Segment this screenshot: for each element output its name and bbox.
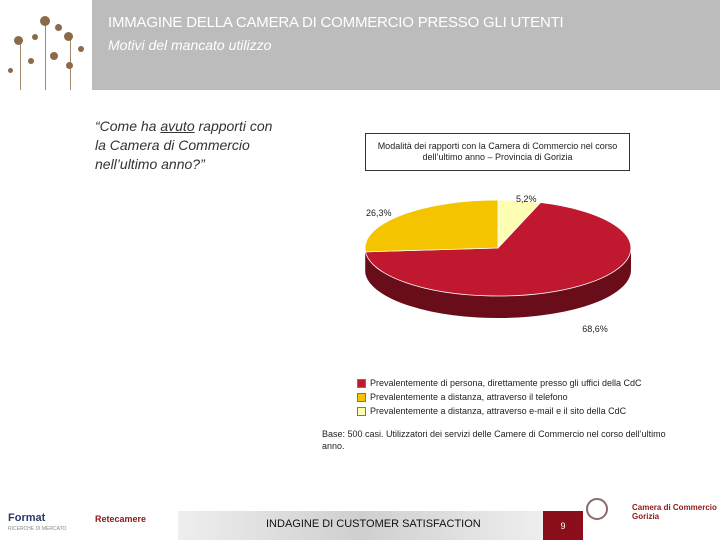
format-logo-subtext: RICERCHE DI MERCATO <box>8 526 67 532</box>
chart-legend: Prevalentemente di persona, direttamente… <box>357 376 641 418</box>
header-decoration <box>0 0 92 90</box>
base-note: Base: 500 casi. Utilizzatori dei servizi… <box>322 429 666 452</box>
pie-slice-0 <box>364 202 632 297</box>
survey-question: “Come ha avuto rapporti con la Camera di… <box>95 117 275 174</box>
retecamere-logo: Retecamere <box>95 514 147 524</box>
footer-title: INDAGINE DI CUSTOMER SATISFACTION <box>266 518 481 530</box>
pie-side-0 <box>365 248 631 318</box>
footer-bar <box>178 511 543 540</box>
pie-slice-1 <box>364 199 499 253</box>
pie-chart: 68,6% 26,3% 5,2% <box>364 194 632 334</box>
legend-label-2: Prevalentemente a distanza, attraverso e… <box>370 406 627 416</box>
legend-swatch-0 <box>357 378 366 388</box>
question-underlined-word: avuto <box>160 118 195 134</box>
legend-item-0: Prevalentemente di persona, direttamente… <box>357 376 641 390</box>
legend-swatch-1 <box>357 392 366 402</box>
legend-label-0: Prevalentemente di persona, direttamente… <box>370 378 642 388</box>
cdc-gorizia-logo: Camera di Commercio Gorizia <box>632 503 717 521</box>
page-number: 9 <box>543 511 583 540</box>
pie-label-0: 68,6% <box>582 324 608 334</box>
pie-label-2: 5,2% <box>516 194 537 204</box>
legend-item-1: Prevalentemente a distanza, attraverso i… <box>357 390 641 404</box>
legend-label-1: Prevalentemente a distanza, attraverso i… <box>370 392 568 402</box>
question-part-2: rapporti con la Camera di Commercio nell… <box>95 118 273 172</box>
format-logo: Format RICERCHE DI MERCATO <box>8 512 66 532</box>
page-title: IMMAGINE DELLA CAMERA DI COMMERCIO PRESS… <box>108 14 564 31</box>
legend-swatch-2 <box>357 406 366 416</box>
chart-title: Modalità dei rapporti con la Camera di C… <box>365 133 630 171</box>
legend-item-2: Prevalentemente a distanza, attraverso e… <box>357 404 641 418</box>
header-bar: IMMAGINE DELLA CAMERA DI COMMERCIO PRESS… <box>0 0 720 90</box>
page-subtitle: Motivi del mancato utilizzo <box>108 37 272 53</box>
cdc-logo-line-1: Camera di Commercio <box>632 503 717 512</box>
pie-label-1: 26,3% <box>366 208 392 218</box>
question-part-1: “Come ha <box>95 118 161 134</box>
cdc-logo-line-2: Gorizia <box>632 512 660 522</box>
format-logo-text: Format <box>8 512 46 524</box>
seal-icon <box>586 498 608 520</box>
